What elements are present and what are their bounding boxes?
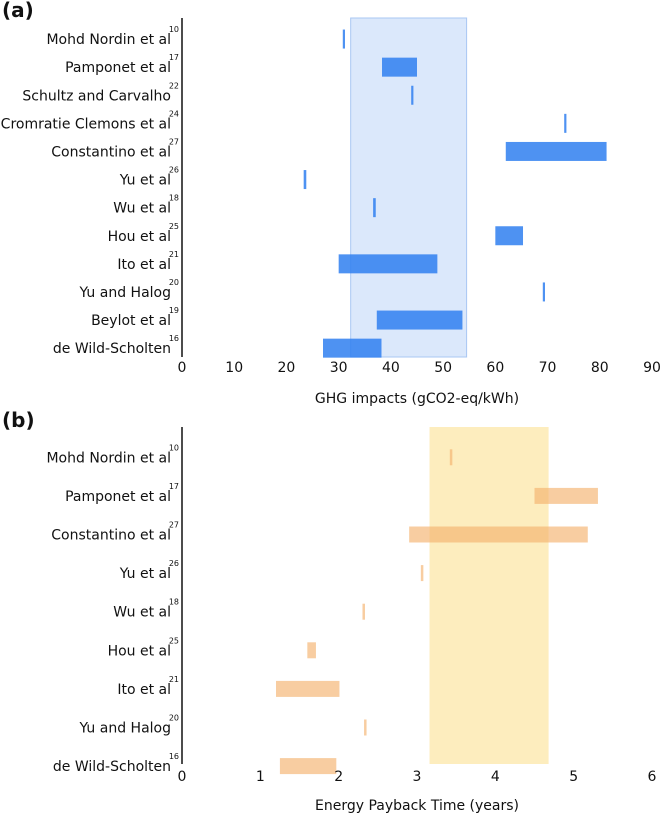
reference-number: 17 (169, 53, 179, 62)
range-bar (564, 113, 567, 133)
category-label: Constantino et al (51, 144, 171, 160)
category-label: Cromratie Clemons et al (1, 116, 171, 132)
x-tick-label: 30 (330, 360, 348, 376)
x-tick-label: 0 (178, 769, 187, 785)
category-label: Yu and Halog (78, 285, 171, 301)
highlight-band (429, 427, 549, 764)
reference-number: 20 (169, 714, 179, 723)
panel-label: (a) (2, 0, 34, 22)
x-axis-label: GHG impacts (gCO2-eq/kWh) (315, 391, 519, 407)
x-tick-label: 2 (334, 769, 343, 785)
range-bar (303, 170, 307, 190)
x-tick-label: 10 (225, 360, 243, 376)
category-label: Ito et al (117, 257, 171, 273)
x-tick-label: 60 (486, 360, 504, 376)
reference-number: 25 (169, 222, 179, 231)
category-label: Mohd Nordin et al (46, 450, 171, 466)
reference-number: 10 (169, 25, 179, 34)
x-tick-label: 70 (539, 360, 557, 376)
range-bar (495, 226, 524, 246)
reference-number: 26 (169, 166, 179, 175)
reference-number: 16 (169, 334, 179, 343)
x-tick-label: 4 (491, 769, 500, 785)
reference-number: 21 (169, 675, 179, 684)
category-label: Mohd Nordin et al (46, 32, 171, 48)
range-bar (505, 141, 607, 161)
reference-number: 18 (169, 598, 179, 607)
x-tick-label: 1 (256, 769, 265, 785)
x-tick-label: 3 (413, 769, 422, 785)
category-label: Beylot et al (91, 313, 171, 329)
range-bar (534, 487, 598, 504)
reference-number: 19 (169, 306, 179, 315)
reference-number: 18 (169, 194, 179, 203)
x-tick-label: 80 (591, 360, 609, 376)
reference-number: 22 (169, 81, 179, 90)
reference-number: 10 (169, 443, 179, 452)
x-tick-label: 40 (382, 360, 400, 376)
category-label: Wu et al (113, 605, 171, 621)
panel-label: (b) (2, 408, 35, 432)
category-label: Yu et al (119, 173, 171, 189)
reference-number: 21 (169, 250, 179, 259)
range-bar (364, 719, 367, 736)
range-bar (449, 449, 453, 466)
range-bar (409, 526, 588, 543)
category-label: Constantino et al (51, 528, 171, 544)
range-bar (279, 758, 337, 775)
category-label: Pamponet et al (65, 60, 171, 76)
reference-number: 24 (169, 109, 179, 118)
reference-number: 25 (169, 636, 179, 645)
x-axis-label: Energy Payback Time (years) (315, 798, 519, 814)
category-label: Hou et al (108, 643, 171, 659)
x-tick-label: 6 (648, 769, 657, 785)
reference-number: 27 (169, 521, 179, 530)
range-bar (307, 642, 316, 659)
range-bar (342, 29, 345, 49)
category-label: Hou et al (108, 229, 171, 245)
range-bar (382, 57, 417, 77)
range-bar (376, 310, 463, 330)
category-label: Wu et al (113, 201, 171, 217)
range-bar (323, 338, 382, 358)
category-label: de Wild-Scholten (53, 341, 171, 357)
range-bar (373, 198, 376, 218)
x-tick-label: 0 (178, 360, 187, 376)
range-bar (542, 282, 545, 302)
category-label: Yu et al (119, 566, 171, 582)
range-bar (338, 254, 438, 274)
x-tick-label: 50 (434, 360, 452, 376)
x-tick-label: 5 (569, 769, 578, 785)
range-bar (362, 603, 365, 620)
reference-number: 27 (169, 137, 179, 146)
category-label: Pamponet et al (65, 489, 171, 505)
range-bar (411, 85, 414, 105)
x-tick-label: 20 (278, 360, 296, 376)
reference-number: 26 (169, 559, 179, 568)
x-tick-label: 90 (643, 360, 661, 376)
reference-number: 17 (169, 482, 179, 491)
reference-number: 20 (169, 278, 179, 287)
category-label: de Wild-Scholten (53, 759, 171, 775)
category-label: Schultz and Carvalho (22, 88, 171, 104)
range-bar (420, 565, 424, 582)
category-label: Ito et al (117, 682, 171, 698)
range-bar (276, 680, 340, 697)
reference-number: 16 (169, 752, 179, 761)
category-label: Yu and Halog (78, 721, 171, 737)
